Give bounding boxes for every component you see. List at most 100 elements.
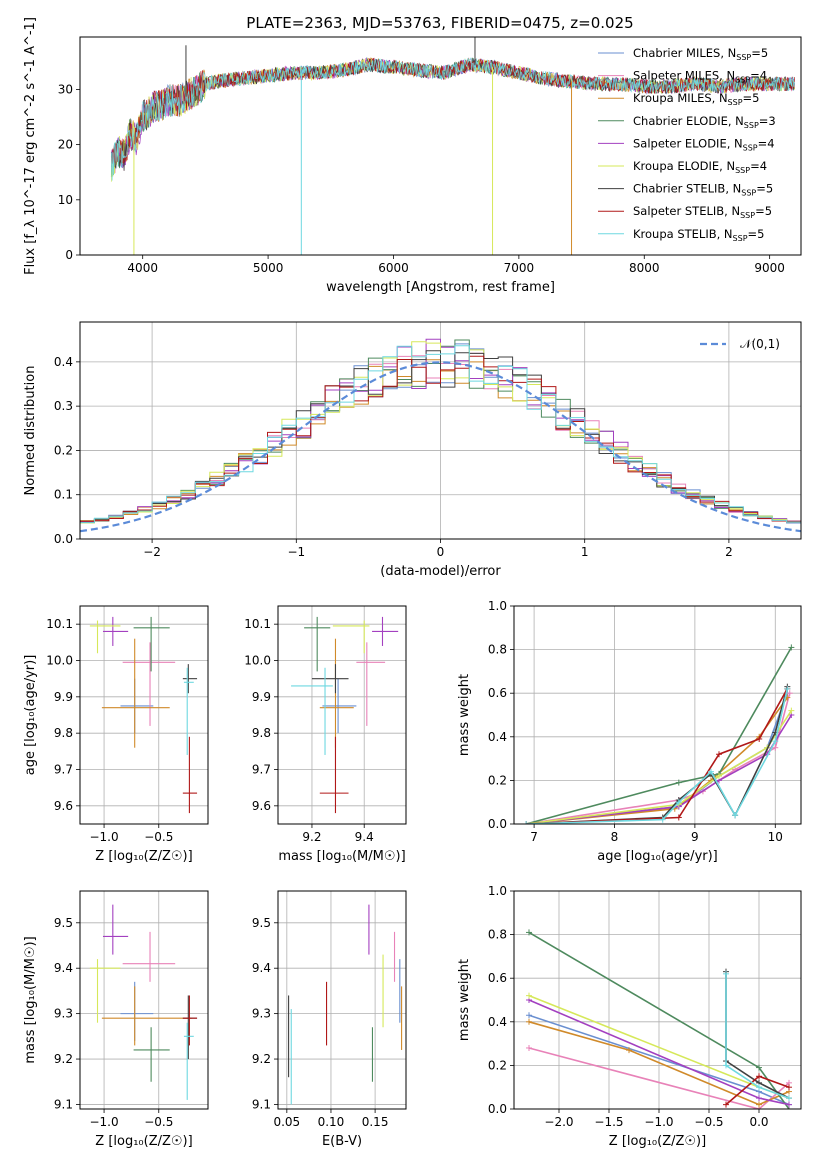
x-axis-label: Z [log₁₀(Z/Z☉)] bbox=[95, 849, 192, 864]
y-tick-label: 30 bbox=[58, 82, 73, 96]
weight-line-8 bbox=[725, 973, 790, 1099]
x-tick-label: 8 bbox=[611, 830, 619, 844]
plot-area: 4000 5000 6000 7000 8000 90000102030wavelengt… bbox=[23, 17, 802, 1149]
x-axis-label: Z [log₁₀(Z/Z☉)] bbox=[95, 1134, 192, 1149]
Z_vs_age-axes: −1.0 −0.5 9.6 9.7 9.8 9.9 10.0 10.1 Z [log₁₀(Z/Z… bbox=[23, 606, 208, 864]
x-tick-label: 9000 bbox=[754, 261, 785, 275]
legend-value: =5 bbox=[756, 182, 773, 196]
y-tick-label: 9.1 bbox=[54, 1097, 73, 1111]
legend-subscript: SSP bbox=[735, 76, 750, 85]
y-axis-label: Normed distribution bbox=[23, 366, 38, 496]
y-tick-label: 1.0 bbox=[488, 884, 507, 898]
y-tick-label: 0.4 bbox=[54, 355, 73, 369]
y-tick-label: 0.2 bbox=[488, 773, 507, 787]
legend-subscript: SSP bbox=[740, 211, 755, 220]
y-tick-label: 0.4 bbox=[488, 1015, 507, 1029]
y-tick-label: 9.3 bbox=[54, 1007, 73, 1021]
legend-value: =4 bbox=[750, 69, 767, 83]
x-axis-label: wavelength [Angstrom, rest frame] bbox=[326, 280, 555, 295]
x-axis-label: E(B-V) bbox=[322, 1134, 362, 1149]
x-tick-label: 7 bbox=[530, 830, 538, 844]
y-tick-label: 0.4 bbox=[488, 730, 507, 744]
weight-line-3 bbox=[525, 647, 793, 824]
x-tick-label: 0.05 bbox=[273, 1115, 300, 1129]
y-tick-label: 10.0 bbox=[46, 654, 73, 668]
y-tick-label: 9.8 bbox=[54, 726, 73, 740]
y-tick-label: 9.1 bbox=[252, 1097, 271, 1111]
y-tick-label: 9.2 bbox=[252, 1052, 271, 1066]
mass_vs_age-frame bbox=[277, 605, 407, 825]
x-axis-label: age [log₁₀(age/yr)] bbox=[597, 849, 718, 864]
figure-title: PLATE=2363, MJD=53763, FIBERID=0475, z=0… bbox=[246, 14, 633, 32]
x-tick-label: 5000 bbox=[253, 261, 284, 275]
hist-series-7 bbox=[80, 355, 801, 522]
age_weights-frame bbox=[513, 605, 802, 825]
y-tick-label: 9.4 bbox=[54, 961, 73, 975]
spectrum-axes: 4000 5000 6000 7000 8000 9000 0 10 20 30 wavelengt… bbox=[23, 17, 785, 295]
legend-entry: Salpeter STELIB, NSSP=5 bbox=[633, 204, 772, 220]
x-tick-label: −0.5 bbox=[144, 830, 173, 844]
legend-entry: Kroupa MILES, NSSP=5 bbox=[633, 91, 759, 107]
y-tick-label: 0.8 bbox=[488, 643, 507, 657]
y-tick-label: 0.0 bbox=[54, 532, 73, 546]
y-tick-label: 0.2 bbox=[488, 1058, 507, 1072]
ebv_vs_mass-frame bbox=[277, 890, 407, 1110]
y-axis-label: age [log₁₀(age/yr)] bbox=[23, 655, 38, 776]
legend-entry: Salpeter ELODIE, NSSP=4 bbox=[633, 136, 775, 152]
y-tick-label: 9.6 bbox=[252, 799, 271, 813]
Z_vs_age-frame bbox=[79, 605, 209, 825]
y-tick-label: 9.4 bbox=[252, 961, 271, 975]
x-axis-label: Z [log₁₀(Z/Z☉)] bbox=[609, 1134, 706, 1149]
weight-line-5 bbox=[525, 710, 793, 824]
hist-series-6 bbox=[80, 350, 801, 523]
x-tick-label: −1.0 bbox=[644, 1115, 673, 1129]
y-tick-label: 10.1 bbox=[46, 617, 73, 631]
x-tick-label: −0.5 bbox=[144, 1115, 173, 1129]
y-axis-label: Flux [f_λ 10^-17 erg cm^-2 s^-1 A^-1] bbox=[23, 17, 38, 275]
y-tick-label: 20 bbox=[58, 138, 73, 152]
legend-entry: Chabrier ELODIE, NSSP=3 bbox=[633, 114, 776, 130]
y-tick-label: 0.0 bbox=[488, 817, 507, 831]
x-tick-label: 4000 bbox=[127, 261, 158, 275]
Z_weights-frame bbox=[513, 890, 802, 1110]
Z_weights-axes: −2.0 −1.5 −1.0 −0.5 0.0 0.0 0.2 0.4 0.6 0.8 1.0 Z [… bbox=[457, 884, 801, 1149]
x-tick-label: 2 bbox=[725, 545, 733, 559]
y-tick-label: 10.0 bbox=[244, 654, 271, 668]
hist-series-8 bbox=[80, 345, 801, 524]
weight-line-2 bbox=[526, 697, 788, 824]
legend-entry: Salpeter MILES, NSSP=4 bbox=[633, 69, 767, 85]
y-tick-label: 9.7 bbox=[54, 763, 73, 777]
x-tick-label: 9.2 bbox=[302, 830, 321, 844]
y-tick-label: 0 bbox=[65, 248, 73, 262]
legend-entry: Chabrier MILES, NSSP=5 bbox=[633, 46, 768, 62]
residuals-frame bbox=[79, 321, 802, 540]
y-tick-label: 0.2 bbox=[54, 443, 73, 457]
x-tick-label: 9.4 bbox=[355, 830, 374, 844]
y-tick-label: 9.8 bbox=[252, 726, 271, 740]
y-tick-label: 9.5 bbox=[252, 916, 271, 930]
x-tick-label: −1.0 bbox=[89, 830, 118, 844]
weight-line-2 bbox=[528, 1021, 790, 1106]
x-tick-label: −2.0 bbox=[544, 1115, 573, 1129]
legend-subscript: SSP bbox=[744, 121, 759, 130]
y-tick-label: 9.6 bbox=[54, 799, 73, 813]
ebv_vs_mass-points bbox=[288, 904, 403, 1105]
y-tick-label: 0.6 bbox=[488, 971, 507, 985]
Z_vs_mass-points bbox=[89, 904, 198, 1100]
legend-entry: Chabrier STELIB, NSSP=5 bbox=[633, 182, 773, 198]
x-tick-label: 8000 bbox=[629, 261, 660, 275]
y-tick-label: 9.5 bbox=[54, 916, 73, 930]
x-tick-label: 10 bbox=[768, 830, 783, 844]
legend-subscript: SSP bbox=[736, 53, 751, 62]
y-tick-label: 0.1 bbox=[54, 488, 73, 502]
legend-entry: Kroupa ELODIE, NSSP=4 bbox=[633, 159, 767, 175]
legend-value: =4 bbox=[758, 136, 775, 150]
x-tick-label: 0.0 bbox=[749, 1115, 768, 1129]
spectrum-lines bbox=[110, 37, 795, 255]
legend-subscript: SSP bbox=[735, 166, 750, 175]
legend-value: =5 bbox=[751, 46, 768, 60]
legend-value: =5 bbox=[755, 204, 772, 218]
y-tick-label: 1.0 bbox=[488, 599, 507, 613]
mass_vs_age-axes: 9.2 9.4 9.6 9.7 9.8 9.9 10.0 10.1 mass [log₁₀(M/… bbox=[244, 606, 406, 864]
